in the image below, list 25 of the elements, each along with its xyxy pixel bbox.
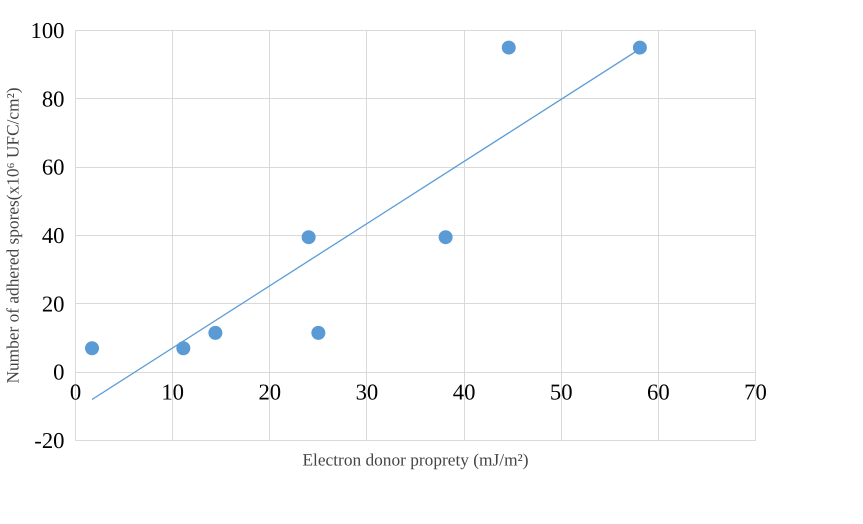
x-tick-label: 0	[70, 380, 82, 404]
y-tick-label: 80	[42, 86, 64, 112]
point	[302, 230, 316, 244]
x-tick-label: 20	[258, 380, 282, 404]
point	[502, 40, 516, 55]
y-tick-label: 40	[42, 223, 64, 248]
x-tick-label: 40	[452, 380, 476, 404]
x-tick-label: 70	[744, 380, 767, 404]
y-tick-label: 20	[42, 291, 64, 316]
point	[311, 326, 326, 340]
y-tick-label: -20	[34, 428, 64, 453]
y-axis-title: Number of adhered spores(x10⁶ UFC/cm²)	[4, 87, 23, 384]
point	[85, 341, 100, 356]
point	[438, 230, 453, 244]
y-tick-label: 100	[30, 18, 64, 43]
x-tick-label: 30	[356, 380, 378, 404]
y-tick-label: 60	[42, 154, 64, 180]
point	[208, 326, 222, 340]
x-tick-label: 10	[161, 380, 184, 404]
point	[632, 40, 647, 55]
point	[176, 341, 190, 356]
y-tick-label: 0	[53, 360, 64, 385]
x-tick-label: 60	[647, 380, 670, 404]
x-axis-title: Electron donor proprety (mJ/m²)	[302, 450, 529, 470]
x-tick-label: 50	[550, 380, 573, 404]
